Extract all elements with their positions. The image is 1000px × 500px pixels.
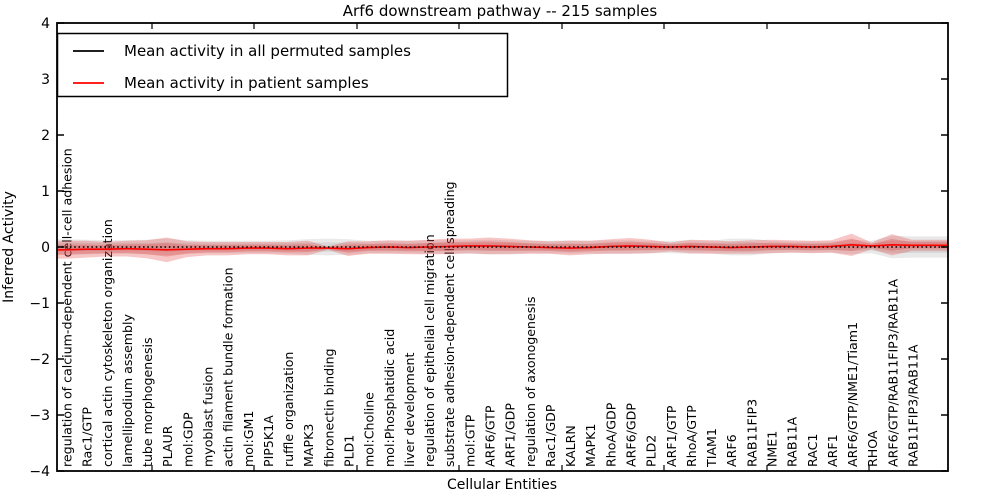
x-tick-label: cortical actin cytoskeleton organization bbox=[100, 219, 115, 467]
axes: 4 3 2 1 0 −1 −2 −3 −4 bbox=[29, 16, 949, 480]
y-tick-label: 2 bbox=[41, 128, 50, 144]
x-tick-label: lamellipodium assembly bbox=[120, 313, 135, 467]
y-tick-label: 0 bbox=[41, 240, 50, 256]
x-tick-label: ARF6/GTP/RAB11FIP3/RAB11A bbox=[885, 278, 900, 467]
x-tick-label: ARF1/GTP bbox=[664, 405, 679, 467]
y-tick-label: −1 bbox=[29, 296, 50, 312]
x-tick-label: regulation of axonogenesis bbox=[523, 297, 538, 467]
y-tick-label: −4 bbox=[29, 464, 50, 480]
x-tick-label: RAC1 bbox=[805, 434, 820, 467]
band-patient-outer bbox=[57, 233, 948, 263]
legend: Mean activity in all permuted samples Me… bbox=[56, 32, 509, 98]
y-tick-label: −2 bbox=[29, 352, 50, 368]
chart-title: Arf6 downstream pathway -- 215 samples bbox=[343, 2, 658, 20]
x-tick-label: RAB11A bbox=[785, 416, 800, 467]
x-tick-label: ARF6/GTP bbox=[483, 405, 498, 467]
x-tick-label: regulation of epithelial cell migration bbox=[422, 234, 437, 467]
x-tick-label: fibronectin binding bbox=[321, 348, 336, 467]
uncertainty-bands bbox=[57, 233, 948, 263]
y-tick-label: 1 bbox=[41, 184, 50, 200]
x-axis-label: Cellular Entities bbox=[447, 477, 557, 493]
x-category-labels: regulation of calcium-dependent cell-cel… bbox=[60, 148, 921, 468]
x-tick-label: TIAM1 bbox=[704, 428, 719, 468]
legend-label-permuted: Mean activity in all permuted samples bbox=[124, 42, 411, 60]
x-tick-label: ARF6/GTP/NME1/Tiam1 bbox=[845, 322, 860, 467]
y-axis-label: Inferred Activity bbox=[1, 191, 17, 303]
band-patient-inner bbox=[57, 238, 948, 257]
x-tick-label: PIP5K1A bbox=[261, 415, 276, 467]
x-tick-label: ARF1 bbox=[825, 434, 840, 467]
y-tick-label: 3 bbox=[41, 72, 50, 88]
x-tick-label: tube morphogenesis bbox=[140, 337, 155, 467]
x-tick-label: Rac1/GTP bbox=[80, 407, 95, 467]
legend-box bbox=[56, 32, 509, 98]
x-tick-label: RAB11FIP3 bbox=[744, 399, 759, 467]
x-tick-label: mol:GDP bbox=[180, 412, 195, 467]
x-tick-label: mol:Phosphatidic acid bbox=[382, 329, 397, 467]
x-tick-label: liver development bbox=[402, 352, 417, 467]
x-tick-label: PLAUR bbox=[160, 425, 175, 467]
x-tick-label: ARF1/GDP bbox=[503, 403, 518, 467]
x-tick-label: PLD2 bbox=[644, 435, 659, 467]
x-tick-label: actin filament bundle formation bbox=[221, 267, 236, 467]
x-tick-label: Rac1/GDP bbox=[543, 404, 558, 467]
x-tick-label: regulation of calcium-dependent cell-cel… bbox=[60, 148, 75, 467]
x-tick-label: NME1 bbox=[765, 431, 780, 467]
legend-label-patient: Mean activity in patient samples bbox=[124, 74, 369, 92]
x-tick-label: MAPK1 bbox=[583, 424, 598, 467]
x-tick-label: myoblast fusion bbox=[201, 367, 216, 467]
x-tick-label: mol:GM1 bbox=[241, 411, 256, 467]
x-tick-label: mol:GTP bbox=[462, 414, 477, 467]
x-tick-label: ruffle organization bbox=[281, 352, 296, 467]
x-tick-label: substrate adhesion-dependent cell spread… bbox=[442, 181, 457, 467]
y-tick-label: 4 bbox=[41, 16, 50, 32]
x-tick-label: ARF6/GDP bbox=[624, 403, 639, 467]
mean-lines bbox=[57, 243, 948, 251]
x-tick-label: mol:Choline bbox=[362, 392, 377, 467]
x-tick-label: MAPK3 bbox=[301, 424, 316, 467]
x-tick-label: RAB11FIP3/RAB11A bbox=[906, 344, 921, 467]
x-tick-label: ARF6 bbox=[724, 434, 739, 467]
x-tick-label: RhoA/GTP bbox=[684, 405, 699, 467]
x-tick-label: RHOA bbox=[865, 430, 880, 467]
x-tick-label: KALRN bbox=[563, 425, 578, 467]
y-tick-label: −3 bbox=[29, 408, 50, 424]
x-tick-label: PLD1 bbox=[342, 435, 357, 467]
x-tick-label: RhoA/GDP bbox=[603, 402, 618, 467]
